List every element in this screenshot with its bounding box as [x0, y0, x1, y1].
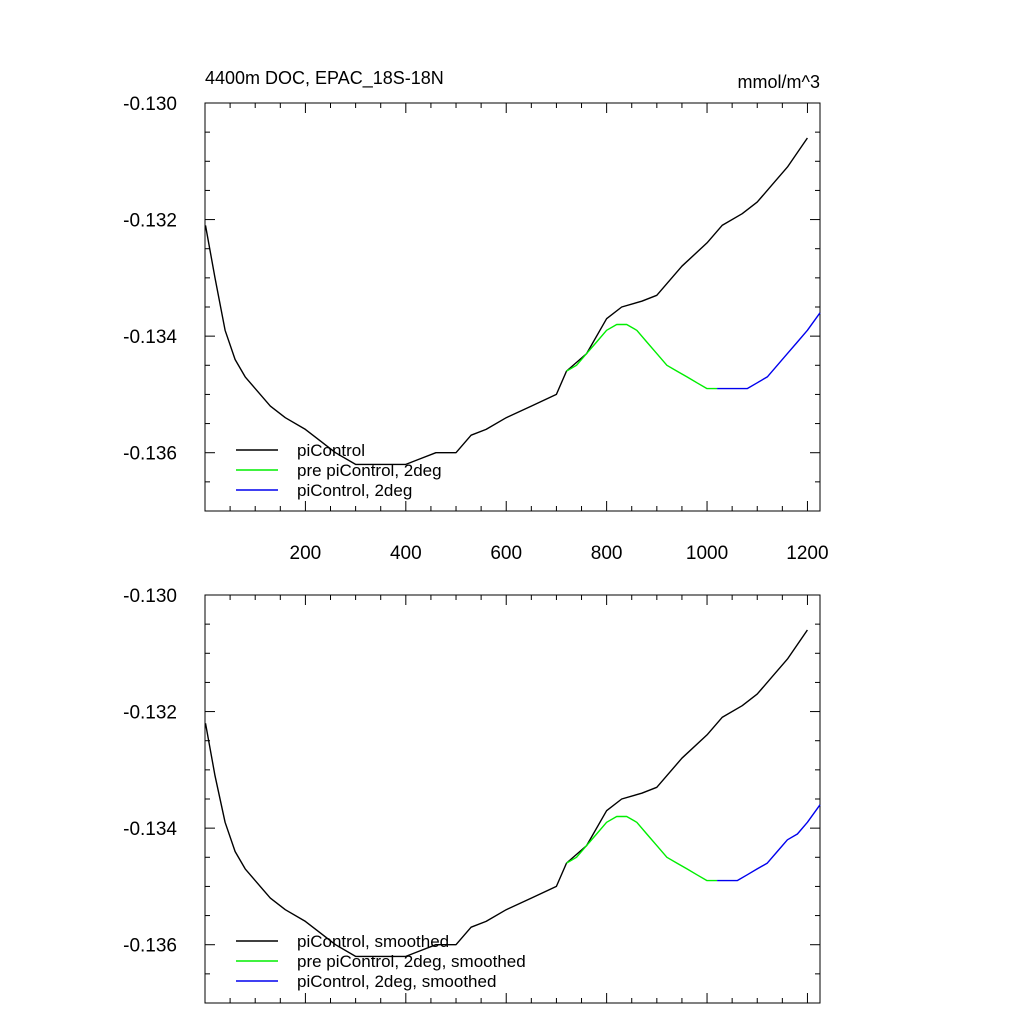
top-x-tick-label: 800	[591, 543, 623, 564]
bottom-y-tick-label: -0.134	[123, 819, 177, 840]
top-panel: -0.130 -0.132 -0.134 -0.136 200 400 600 800 1000…	[123, 94, 828, 564]
top-x-tick-label: 400	[390, 543, 422, 564]
bottom-panel: -0.130 -0.132 -0.134 -0.136 piControl, smoot…	[123, 586, 821, 1004]
top-x-tick-label: 200	[290, 543, 322, 564]
chart-title: 4400m DOC, EPAC_18S-18N	[205, 68, 444, 89]
bottom-legend-label-0: piControl, smoothed	[297, 932, 449, 951]
bottom-legend-label-2: piControl, 2deg, smoothed	[297, 972, 496, 991]
top-series-line-1	[566, 323, 718, 390]
top-x-tick-label: 1000	[686, 543, 728, 564]
top-y-tick-label: -0.134	[123, 327, 177, 348]
bottom-legend-label-1: pre piControl, 2deg, smoothed	[297, 952, 526, 971]
bottom-series-line-0	[204, 629, 808, 958]
top-x-tick-label: 1200	[786, 543, 828, 564]
bottom-series-line-1	[566, 815, 718, 882]
top-y-tick-label: -0.130	[123, 94, 177, 115]
bottom-y-tick-label: -0.132	[123, 703, 177, 724]
bottom-series-line-2	[717, 804, 821, 882]
top-series-line-0	[204, 137, 808, 466]
top-legend-label-1: pre piControl, 2deg	[297, 461, 442, 480]
top-legend-label-0: piControl	[297, 441, 365, 460]
bottom-y-tick-label: -0.130	[123, 586, 177, 607]
top-series-line-2	[717, 312, 821, 390]
top-y-tick-label: -0.132	[123, 211, 177, 232]
top-y-tick-label: -0.136	[123, 444, 177, 465]
bottom-y-tick-label: -0.136	[123, 936, 177, 957]
top-legend-label-2: piControl, 2deg	[297, 481, 412, 500]
top-x-tick-label: 600	[490, 543, 522, 564]
chart-units: mmol/m^3	[738, 72, 820, 92]
